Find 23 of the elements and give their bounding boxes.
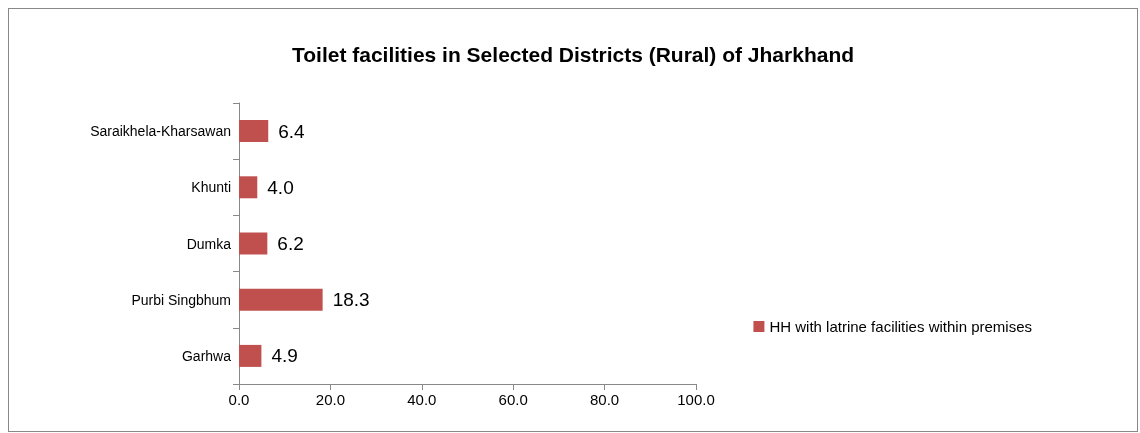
y-tick-label: Purbi Singbhum <box>131 291 231 308</box>
x-tick-label: 100.0 <box>677 391 715 408</box>
y-tick-label: Khunti <box>191 179 231 196</box>
bar <box>239 288 323 311</box>
data-label: 18.3 <box>332 289 370 311</box>
y-tick-label: Garhwa <box>181 347 232 364</box>
bar <box>239 120 269 143</box>
data-label: 4.0 <box>267 176 294 198</box>
chart-title: Toilet facilities in Selected Districts (Rural) of Jharkhand <box>291 43 855 66</box>
bar <box>239 232 268 255</box>
data-label: 6.4 <box>278 120 306 142</box>
x-tick-label: 0.0 <box>228 391 250 408</box>
bar <box>239 176 258 199</box>
x-tick-label: 60.0 <box>498 391 528 408</box>
y-tick-label: Dumka <box>186 235 232 252</box>
x-tick-label: 40.0 <box>407 391 437 408</box>
legend-label: HH with latrine facilities within premises <box>769 318 1033 335</box>
y-tick-label: Saraikhela-Kharsawan <box>90 123 231 140</box>
data-label: 6.2 <box>277 233 304 254</box>
x-tick-label: 20.0 <box>315 391 345 408</box>
data-label: 4.9 <box>271 345 298 367</box>
bar <box>239 344 262 367</box>
x-tick-label: 80.0 <box>590 391 620 408</box>
